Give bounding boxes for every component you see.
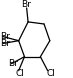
Text: Br: Br [9, 59, 18, 68]
Text: Br: Br [0, 32, 10, 41]
Text: Cl: Cl [16, 69, 25, 78]
Text: Br: Br [0, 39, 10, 48]
Text: Br: Br [21, 0, 31, 9]
Text: Cl: Cl [47, 69, 56, 78]
